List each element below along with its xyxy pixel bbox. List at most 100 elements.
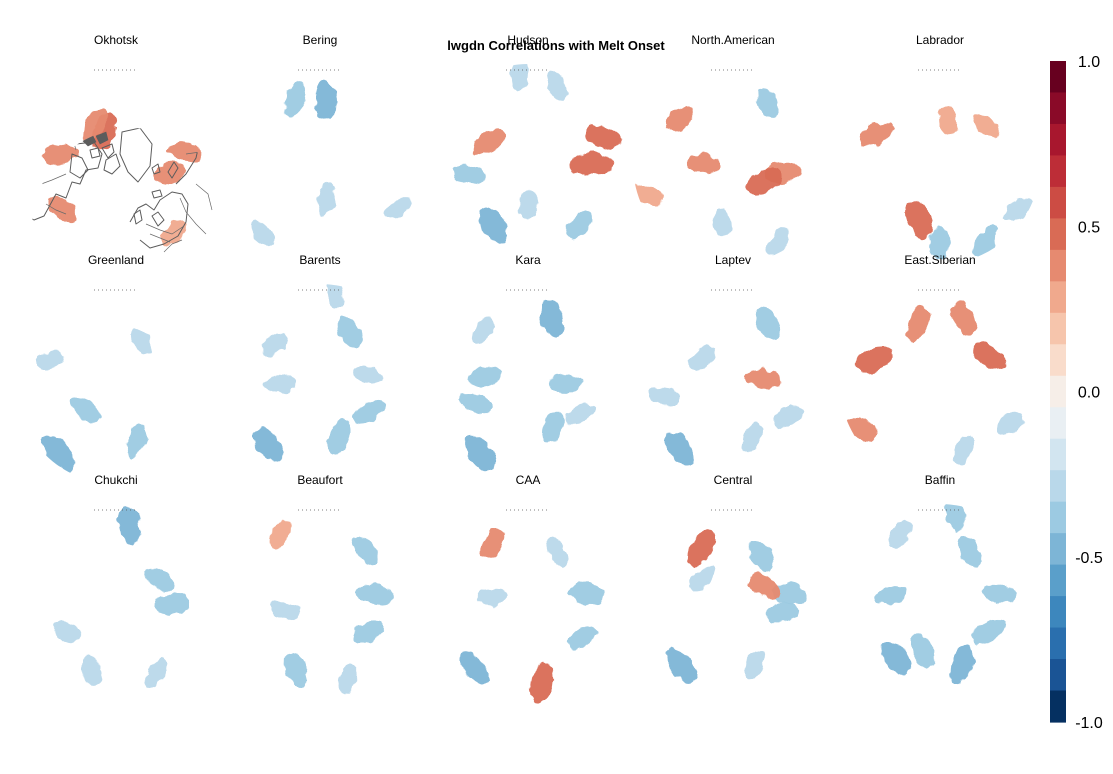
positive-correlation-region [972,113,1000,138]
negative-correlation-region [889,520,911,550]
map-panel: Beaufort [220,473,417,695]
negative-correlation-region [949,645,975,684]
colorbar-swatch [1050,564,1066,597]
positive-correlation-region [846,417,878,441]
basemap-coastlines [633,293,830,473]
colorbar-swatch [1050,533,1066,566]
panel-title: North.American [691,33,774,47]
negative-correlation-region [143,567,175,591]
positive-correlation-region [664,105,694,133]
negative-correlation-region [284,80,308,116]
positive-correlation-region [168,142,202,162]
correlation-field [859,105,1033,262]
negative-correlation-region [264,375,296,393]
correlation-field [846,300,1024,465]
colorbar-swatch [1050,470,1066,503]
negative-correlation-region [911,633,935,669]
panel-title: Bering [303,33,338,47]
positive-correlation-region [530,663,554,703]
negative-correlation-region [546,69,567,101]
basemap-coastlines [220,293,417,473]
positive-correlation-region [571,152,613,176]
positive-correlation-region [584,124,623,149]
basemap-coastlines [428,293,625,473]
negative-correlation-region [42,435,75,471]
negative-correlation-region [742,421,762,452]
panel-title: East.Siberian [904,253,975,267]
negative-correlation-region [250,219,275,247]
colorbar-swatch [1050,186,1066,219]
negative-correlation-region [314,80,337,120]
negative-correlation-region [973,226,997,258]
negative-correlation-region [458,651,490,685]
negative-correlation-region [714,208,731,238]
negative-correlation-region [567,624,599,648]
negative-correlation-region [352,400,385,424]
colorbar-swatch [1050,690,1066,723]
figure-title: lwgdn Correlations with Melt Onset [447,38,665,53]
correlation-field [253,284,385,462]
colorbar-swatch [1050,155,1066,188]
negative-correlation-region [118,505,142,545]
negative-correlation-region [930,226,950,262]
negative-correlation-region [327,418,351,455]
colorbar-tick-label: 1.0 [1078,54,1100,71]
map-panel: North.American [633,33,830,257]
correlation-field [36,327,152,471]
map-panel: East.Siberian [840,253,1037,473]
basemap-coastlines [840,73,1037,253]
negative-correlation-region [353,366,385,385]
negative-correlation-region [511,64,529,91]
negative-correlation-region [260,333,288,358]
positive-correlation-region [906,200,933,241]
positive-correlation-region [473,129,507,155]
correlation-field [53,505,191,688]
negative-correlation-region [467,366,502,387]
colorbar-swatch [1050,281,1066,314]
colorbar-swatch [1050,61,1066,94]
positive-correlation-region [938,105,957,137]
correlation-field [42,109,202,247]
basemap-coastlines [840,513,1037,693]
basemap-coastlines [633,73,830,253]
negative-correlation-region [539,299,565,338]
positive-correlation-region [685,154,721,174]
correlation-field [458,299,595,472]
negative-correlation-region [268,601,301,620]
negative-correlation-region [153,593,191,615]
panel-title: Baffin [925,473,955,487]
panel-title: Laptev [715,253,751,267]
negative-correlation-region [470,317,496,344]
colorbar: 1.0 0.5 0.0 -0.5 -1.0 [1050,54,1103,732]
positive-correlation-region [47,195,77,223]
positive-correlation-region [747,573,781,599]
correlation-field [633,87,801,257]
positive-correlation-region [952,300,976,336]
positive-correlation-region [859,122,894,147]
correlation-field [250,80,413,247]
map-panel: Kara [428,253,625,473]
colorbar-swatch [1050,92,1066,125]
map-panel: Laptev [633,253,830,473]
negative-correlation-region [982,583,1017,604]
colorbar-swatch [1050,627,1066,660]
positive-correlation-region [481,527,505,559]
panel-title: CAA [516,473,541,487]
negative-correlation-region [765,602,800,623]
panel-title: Kara [515,253,541,267]
negative-correlation-region [327,284,344,310]
negative-correlation-region [351,535,379,565]
colorbar-swatch [1050,123,1066,157]
colorbar-swatch [1050,218,1066,251]
basemap-coastlines [840,293,1037,473]
negative-correlation-region [568,583,606,605]
positive-correlation-region [906,306,930,342]
positive-correlation-region [744,368,781,390]
colorbar-swatch [1050,312,1066,345]
negative-correlation-region [994,413,1024,435]
negative-correlation-region [130,327,152,354]
map-panel: Okhotsk [16,33,213,253]
negative-correlation-region [451,164,486,185]
positive-correlation-region [633,184,664,205]
positive-correlation-region [687,530,715,567]
